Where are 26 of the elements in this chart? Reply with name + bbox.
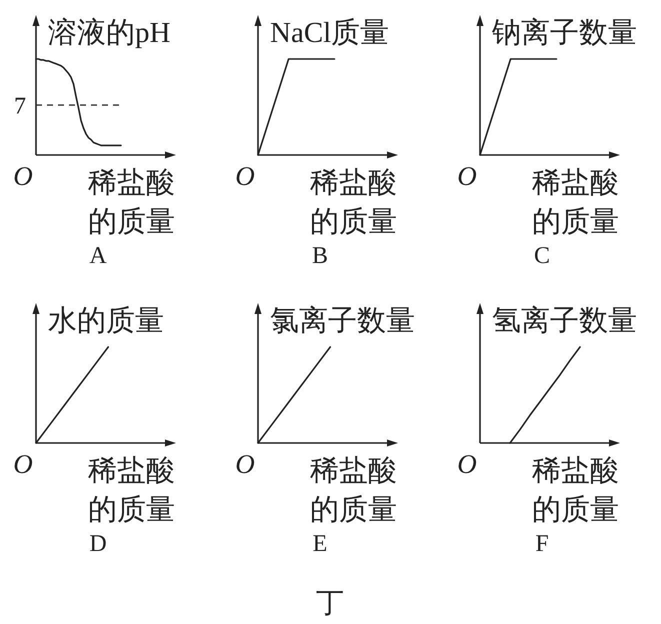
x-axis-title: 稀盐酸的质量 — [532, 455, 619, 526]
x-axis-title: 稀盐酸的质量 — [88, 455, 175, 526]
y-axis-title: NaCl质量 — [270, 17, 390, 49]
text: O — [235, 161, 255, 191]
y-axis-title: 钠离子数量 — [491, 17, 637, 49]
y-axis-title: 水的质量 — [48, 305, 164, 337]
y-axis-title: 溶液的pH — [48, 17, 170, 49]
text: B — [312, 243, 328, 269]
x-axis-title: 稀盐酸的质量 — [310, 167, 397, 238]
y-axis-title: 氢离子数量 — [492, 305, 637, 337]
text: A — [89, 243, 108, 269]
text: 7 — [14, 93, 26, 120]
text: 丁 — [316, 588, 344, 619]
text: F — [535, 531, 549, 557]
text: E — [312, 531, 328, 557]
text: O — [457, 161, 477, 191]
x-axis-title: 稀盐酸的质量 — [88, 167, 175, 238]
y-axis-title: 氯离子数量 — [270, 305, 415, 337]
text: C — [534, 243, 550, 269]
text: D — [89, 531, 107, 557]
x-axis-title: 稀盐酸的质量 — [532, 167, 619, 238]
text: O — [457, 449, 477, 479]
text: O — [13, 161, 33, 191]
text: O — [13, 449, 33, 479]
text: O — [235, 449, 255, 479]
x-axis-title: 稀盐酸的质量 — [310, 455, 397, 526]
